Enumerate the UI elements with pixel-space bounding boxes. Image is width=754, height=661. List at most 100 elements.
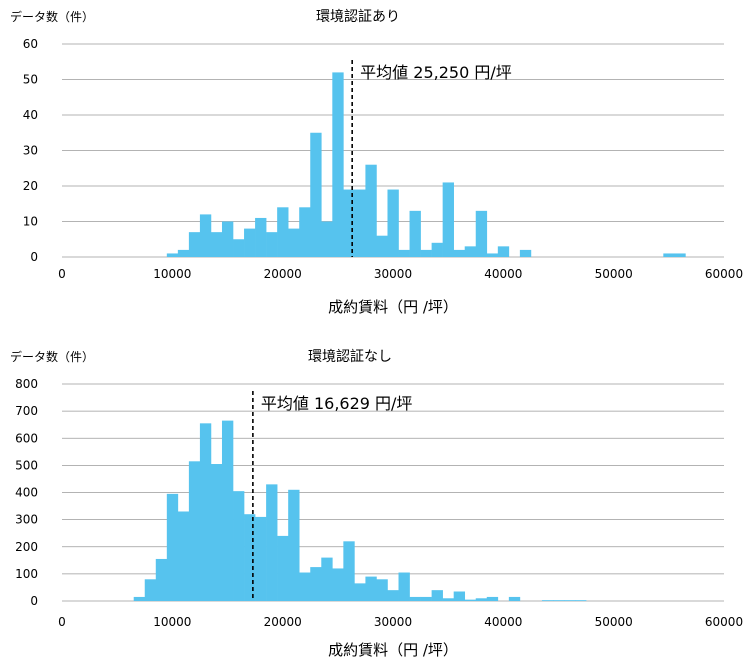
panel2-bar [255, 516, 267, 601]
panel2-bar [365, 576, 377, 601]
panel1-bar [188, 232, 201, 257]
panel2-bar [564, 600, 576, 601]
panel1-x-tick-label: 60000 [705, 267, 743, 281]
panel2-bar [188, 461, 201, 601]
panel1-x-tick-label: 50000 [595, 267, 633, 281]
panel1-x-axis-label: 成約賃料（円 /坪） [328, 298, 458, 316]
panel2-y-tick-label: 200 [15, 540, 38, 554]
panel1-x-tick-label: 40000 [484, 267, 522, 281]
panel2-bar [431, 590, 443, 601]
panel1-bar [519, 249, 532, 257]
panel2-x-tick-label: 30000 [374, 615, 412, 629]
panel2-x-tick-label: 60000 [705, 615, 743, 629]
panel2-bar [166, 493, 179, 601]
panel1-bar [387, 189, 399, 257]
panel2-x-tick-label: 0 [58, 615, 66, 629]
panel2-bar [354, 583, 366, 601]
panel1-x-tick-label: 30000 [374, 267, 412, 281]
panel1-bar [464, 246, 477, 257]
panel2-bar [552, 600, 565, 601]
panel2-bar [133, 596, 146, 601]
panel2-bar [332, 568, 344, 601]
panel1-bar [266, 232, 278, 257]
panel1-bar [453, 249, 466, 257]
panel1-bar [343, 189, 355, 257]
panel2-bar [221, 420, 234, 601]
panel2-y-tick-label: 800 [15, 377, 38, 391]
panel2-bar [486, 596, 499, 601]
panel1-bar [244, 228, 256, 257]
panel2-bar [199, 423, 212, 601]
panel2-x-tick-label: 20000 [264, 615, 302, 629]
panel2-bar [343, 541, 355, 601]
panel1-y-axis-label: データ数（件） [10, 9, 94, 24]
panel1-x-tick-label: 20000 [264, 267, 302, 281]
panel2-bar [233, 491, 245, 601]
panel2-bar [266, 484, 278, 601]
panel1-bar [321, 221, 333, 257]
panel1-bar [431, 242, 443, 257]
panel1-bar [255, 217, 267, 257]
panel2-y-tick-label: 300 [15, 513, 38, 527]
panel1-mean-annotation: 平均値 25,250 円/坪 [360, 63, 512, 82]
panel1-y-tick-label: 50 [23, 73, 38, 87]
panel1-bar [663, 253, 675, 257]
panel1-bar [442, 182, 454, 257]
panel2-bar [453, 591, 466, 601]
panel2-bar [409, 596, 421, 601]
panel1-bar [166, 253, 179, 257]
panel2-bar [155, 558, 168, 601]
panel1-bar [310, 132, 322, 257]
panel2-bar [475, 598, 488, 601]
panel1-bar [210, 232, 223, 257]
panel2-mean-annotation: 平均値 16,629 円/坪 [261, 394, 413, 413]
panel1-bar [674, 253, 686, 257]
panel2-bar [210, 464, 223, 601]
panel2-y-axis-label: データ数（件） [10, 349, 94, 364]
panel1-bar [299, 207, 311, 257]
panel2-bar [144, 579, 157, 601]
panel2-x-tick-label: 10000 [153, 615, 191, 629]
panel1-bar [376, 235, 388, 257]
panel2-y-tick-label: 500 [15, 458, 38, 472]
panel1-y-tick-label: 60 [23, 37, 38, 51]
panel1-bar [497, 246, 510, 257]
panel1-bar [420, 249, 432, 257]
panel1-y-tick-label: 0 [30, 250, 38, 264]
panel2-bar [464, 599, 477, 601]
panel2-bar [541, 600, 554, 601]
panel2-bar [398, 572, 410, 601]
panel1-bar [177, 249, 190, 257]
panel1-bar [332, 72, 344, 258]
panel2-x-tick-label: 50000 [595, 615, 633, 629]
panel2-bar [310, 567, 322, 601]
panel2-y-tick-label: 0 [30, 594, 38, 608]
panel1-chart-title: 環境認証あり [316, 9, 400, 25]
panel1-bar [199, 214, 212, 257]
panel2-chart-title: 環境認証なし [308, 349, 392, 365]
panel1-bar [288, 228, 300, 257]
panel2-x-axis-label: 成約賃料（円 /坪） [328, 641, 458, 659]
panel1-bar [354, 189, 366, 257]
panel2-bar [277, 535, 289, 601]
panel2-bar [376, 579, 388, 601]
panel1-bar [277, 207, 289, 257]
panel1-bar [233, 239, 245, 257]
panel2-x-tick-label: 40000 [484, 615, 522, 629]
panel2-bar [387, 590, 399, 601]
panel2-bar [508, 596, 521, 601]
panel2-bar [442, 598, 454, 601]
panel2-bar [299, 572, 311, 601]
panel2-bar [288, 489, 300, 601]
panel1-bar [221, 221, 234, 257]
panel1-bar [486, 253, 499, 257]
panel2-y-tick-label: 100 [15, 567, 38, 581]
panel1-bar [475, 210, 488, 257]
panel2-y-tick-label: 600 [15, 431, 38, 445]
panel1-x-tick-label: 10000 [153, 267, 191, 281]
panel2-bar [321, 557, 333, 601]
panel2-bar [420, 596, 432, 601]
panel2-y-tick-label: 700 [15, 404, 38, 418]
